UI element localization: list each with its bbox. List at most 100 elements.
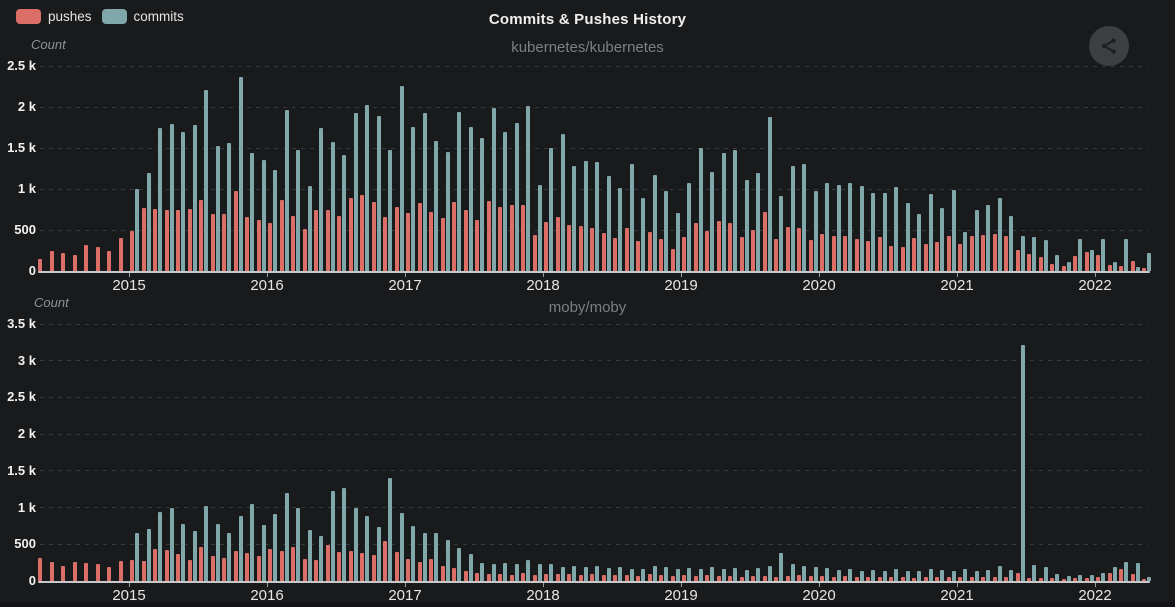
pushes-bar[interactable] — [463, 210, 468, 271]
commits-bar[interactable] — [1043, 239, 1048, 271]
pushes-bar[interactable] — [843, 235, 847, 271]
commits-bar[interactable] — [698, 148, 703, 271]
pushes-bar[interactable] — [716, 220, 721, 271]
pushes-bar[interactable] — [797, 575, 801, 581]
commits-bar[interactable] — [986, 205, 990, 271]
commits-bar[interactable] — [836, 569, 841, 581]
pushes-bar[interactable] — [889, 245, 893, 271]
pushes-bar[interactable] — [682, 575, 686, 581]
pushes-bar[interactable] — [728, 222, 732, 271]
pushes-bar[interactable] — [624, 228, 629, 271]
commits-bar[interactable] — [710, 567, 714, 581]
commits-bar[interactable] — [1078, 575, 1082, 581]
pushes-bar[interactable] — [866, 576, 870, 581]
pushes-bar[interactable] — [486, 201, 491, 271]
pushes-bar[interactable] — [613, 574, 617, 581]
pushes-bar[interactable] — [992, 576, 997, 581]
pushes-bar[interactable] — [647, 574, 652, 581]
pushes-bar[interactable] — [107, 567, 111, 581]
pushes-bar[interactable] — [245, 552, 249, 581]
pushes-bar[interactable] — [636, 575, 640, 581]
share-button[interactable] — [1089, 26, 1129, 66]
pushes-bar[interactable] — [475, 572, 479, 581]
pushes-bar[interactable] — [912, 577, 916, 581]
pushes-bar[interactable] — [1073, 256, 1077, 271]
commits-bar[interactable] — [779, 196, 783, 271]
pushes-bar[interactable] — [831, 235, 836, 271]
commits-bar[interactable] — [974, 209, 979, 271]
commits-bar[interactable] — [284, 110, 289, 271]
commits-bar[interactable] — [894, 187, 898, 271]
pushes-bar[interactable] — [302, 229, 307, 271]
commits-bar[interactable] — [365, 104, 369, 271]
commits-bar[interactable] — [146, 172, 151, 271]
commits-bar[interactable] — [238, 516, 243, 581]
commits-bar[interactable] — [204, 89, 208, 271]
commits-bar[interactable] — [158, 127, 162, 271]
commits-bar[interactable] — [675, 212, 680, 271]
pushes-bar[interactable] — [61, 252, 65, 271]
pushes-bar[interactable] — [1061, 266, 1066, 271]
commits-bar[interactable] — [273, 514, 277, 581]
pushes-bar[interactable] — [590, 227, 594, 271]
pushes-bar[interactable] — [1119, 569, 1123, 581]
pushes-bar[interactable] — [866, 240, 870, 271]
pushes-bar[interactable] — [291, 216, 295, 271]
pushes-bar[interactable] — [578, 225, 583, 271]
pushes-bar[interactable] — [1107, 572, 1112, 581]
commits-bar[interactable] — [526, 559, 530, 581]
pushes-bar[interactable] — [383, 216, 387, 271]
pushes-bar[interactable] — [900, 577, 905, 581]
pushes-bar[interactable] — [751, 230, 755, 271]
pushes-bar[interactable] — [659, 239, 663, 271]
pushes-bar[interactable] — [981, 234, 985, 271]
pushes-bar[interactable] — [992, 233, 997, 271]
pushes-bar[interactable] — [969, 235, 974, 271]
pushes-bar[interactable] — [774, 239, 778, 271]
pushes-bar[interactable] — [601, 233, 606, 271]
pushes-bar[interactable] — [210, 556, 215, 581]
pushes-bar[interactable] — [1015, 572, 1020, 581]
commits-bar[interactable] — [388, 478, 392, 581]
commits-bar[interactable] — [652, 175, 657, 271]
commits-bar[interactable] — [583, 161, 588, 271]
commits-bar[interactable] — [940, 207, 944, 271]
pushes-bar[interactable] — [187, 208, 192, 271]
commits-bar[interactable] — [158, 511, 162, 581]
commits-bar[interactable] — [894, 568, 898, 581]
commits-bar[interactable] — [606, 567, 611, 581]
commits-bar[interactable] — [296, 149, 300, 271]
pushes-bar[interactable] — [969, 577, 974, 581]
pushes-bar[interactable] — [233, 190, 238, 271]
pushes-bar[interactable] — [797, 227, 801, 271]
pushes-bar[interactable] — [532, 574, 537, 581]
pushes-bar[interactable] — [61, 566, 65, 581]
commits-bar[interactable] — [353, 507, 358, 581]
pushes-bar[interactable] — [383, 540, 387, 581]
pushes-bar[interactable] — [785, 575, 790, 581]
commits-bar[interactable] — [641, 198, 645, 271]
commits-bar[interactable] — [1055, 574, 1059, 581]
commits-bar[interactable] — [629, 568, 634, 581]
commits-bar[interactable] — [687, 567, 691, 581]
pushes-bar[interactable] — [176, 210, 180, 271]
pushes-bar[interactable] — [164, 209, 169, 271]
commits-bar[interactable] — [353, 112, 358, 271]
pushes-bar[interactable] — [475, 220, 479, 271]
pushes-bar[interactable] — [1004, 577, 1008, 581]
pushes-bar[interactable] — [141, 561, 146, 581]
commits-bar[interactable] — [296, 507, 300, 581]
pushes-bar[interactable] — [877, 236, 882, 271]
pushes-bar[interactable] — [452, 202, 456, 271]
commits-bar[interactable] — [917, 571, 921, 581]
commits-bar[interactable] — [744, 569, 749, 581]
pushes-bar[interactable] — [728, 575, 732, 581]
commits-bar[interactable] — [1089, 575, 1094, 581]
pushes-bar[interactable] — [440, 565, 445, 581]
commits-bar[interactable] — [848, 183, 852, 271]
commits-bar[interactable] — [1020, 235, 1025, 271]
commits-bar[interactable] — [802, 163, 806, 271]
commits-bar[interactable] — [491, 107, 496, 271]
pushes-bar[interactable] — [38, 557, 42, 581]
commits-bar[interactable] — [951, 189, 956, 271]
